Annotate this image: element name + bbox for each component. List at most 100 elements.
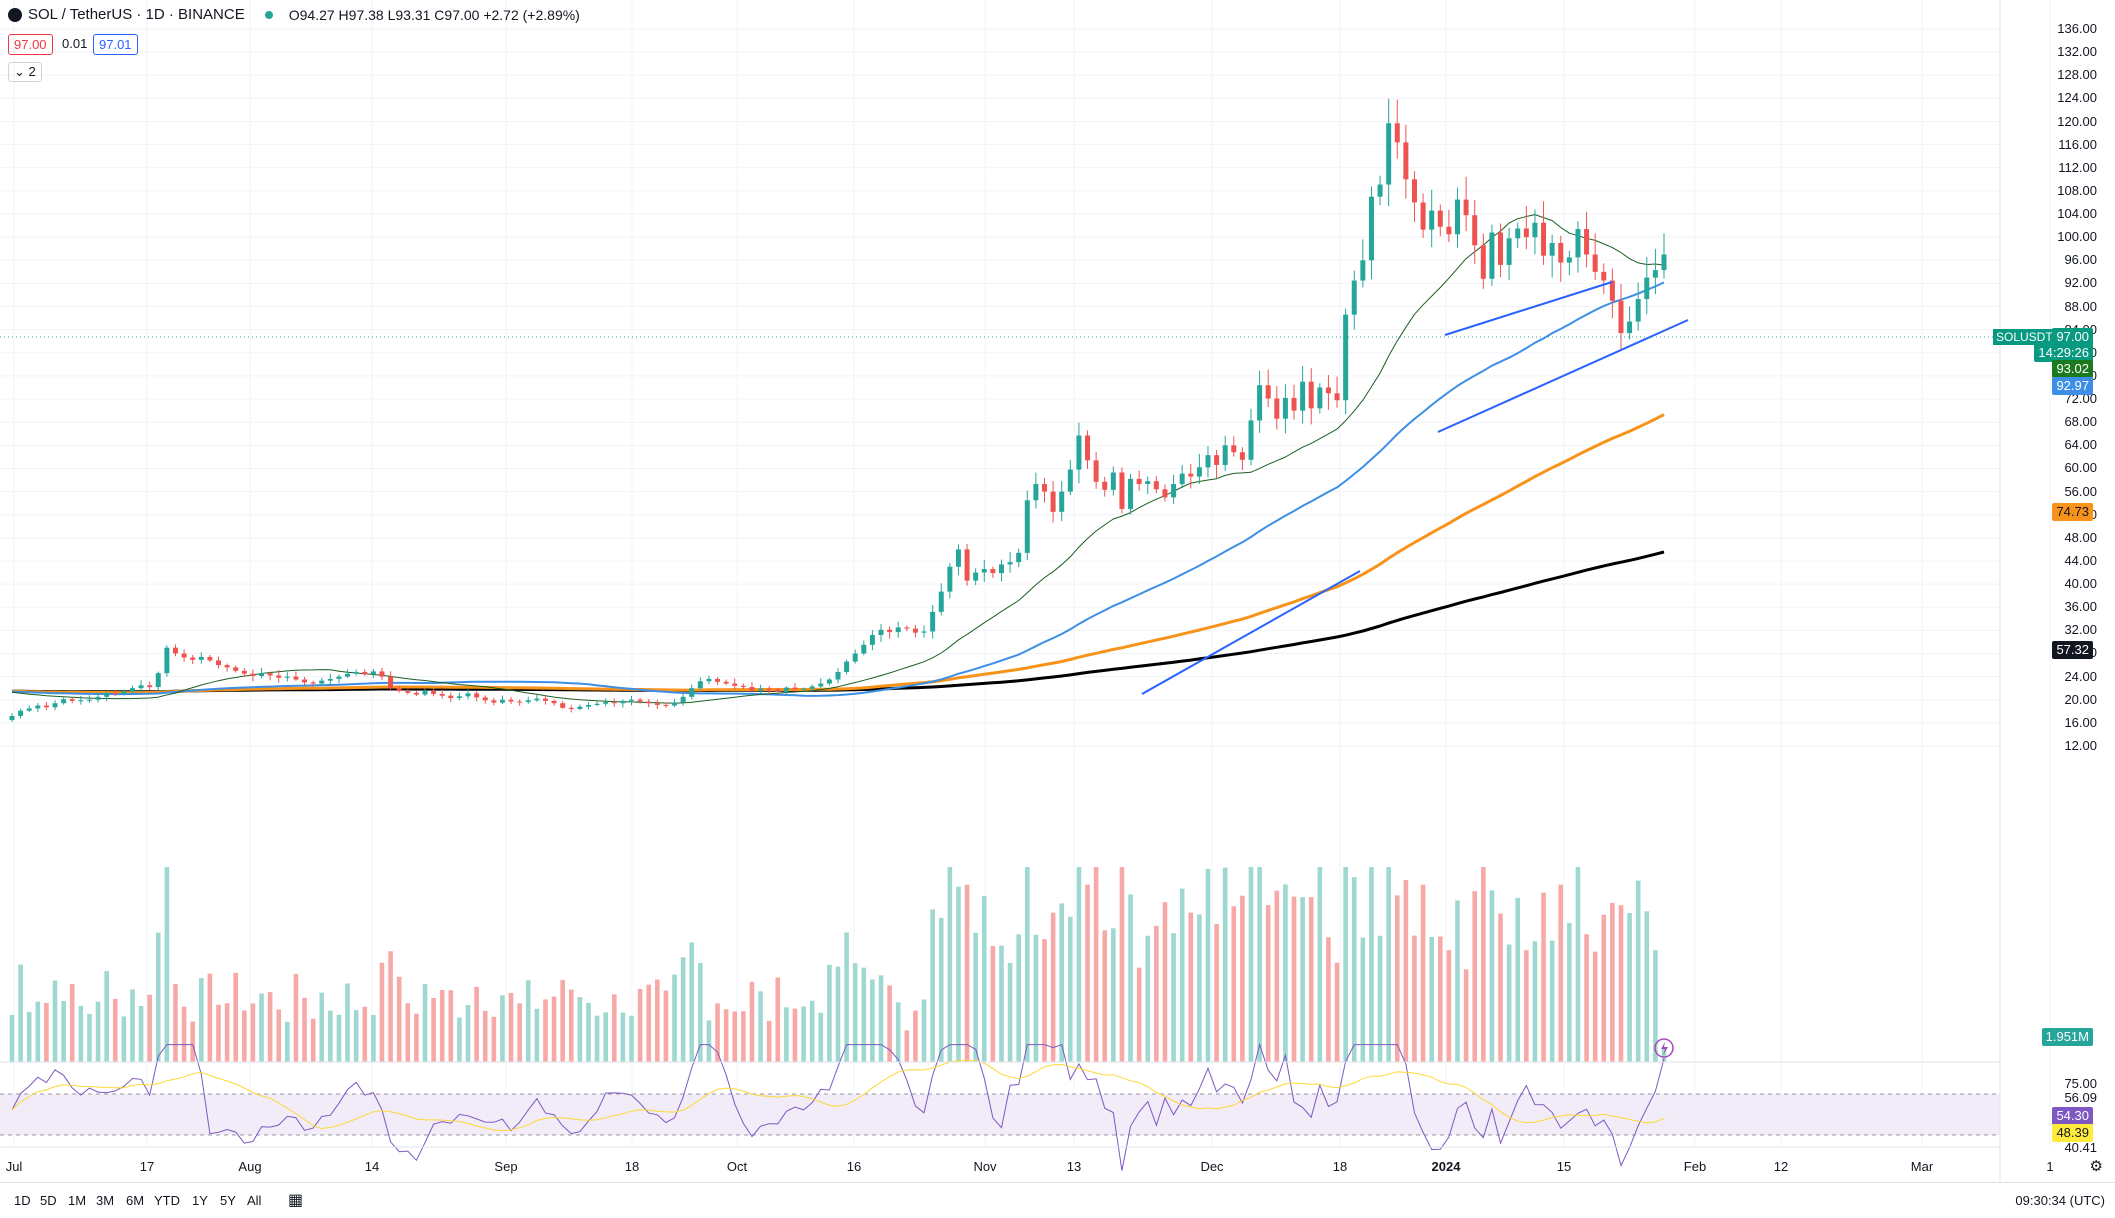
volume-bar xyxy=(1248,867,1254,1062)
timeframe-button[interactable]: 1D xyxy=(14,1193,31,1208)
candle-body xyxy=(1110,472,1116,490)
timeframe-button[interactable]: 1Y xyxy=(192,1193,208,1208)
candle-body xyxy=(852,653,858,662)
volume-bar xyxy=(1618,905,1624,1062)
candle-body xyxy=(560,703,566,708)
date-range-icon[interactable]: ▦ xyxy=(288,1192,304,1209)
timeframe-button[interactable]: 1M xyxy=(68,1193,87,1208)
volume-bar xyxy=(698,962,703,1062)
candle-body xyxy=(104,692,110,697)
volume-bar xyxy=(1412,935,1417,1062)
candle xyxy=(1627,306,1633,340)
volume-bar xyxy=(1274,890,1280,1062)
candle xyxy=(1110,466,1116,496)
candle xyxy=(534,694,540,702)
candle-body xyxy=(121,691,127,694)
candle xyxy=(672,698,678,708)
channel-lower-line xyxy=(1437,319,1689,433)
candle xyxy=(1360,239,1366,288)
trend-line-support xyxy=(1141,570,1361,695)
volume-bar xyxy=(1541,892,1546,1062)
volume-bar xyxy=(267,992,273,1062)
candle-body xyxy=(250,673,256,677)
candle-body xyxy=(1024,500,1030,553)
candle xyxy=(861,640,867,656)
candle xyxy=(1601,263,1607,295)
candle-body xyxy=(413,692,419,695)
sell-price-button[interactable]: 97.00 xyxy=(8,34,53,55)
candle xyxy=(164,645,170,677)
candle-body xyxy=(1480,245,1486,279)
timeframe-button[interactable]: 3M xyxy=(96,1193,115,1208)
candle-body xyxy=(1652,270,1658,278)
volume-bar xyxy=(371,1014,376,1062)
candle-body xyxy=(930,611,936,632)
volume-bar xyxy=(809,1000,815,1062)
symbol-title[interactable]: SOL / TetherUS · 1D · BINANCE xyxy=(28,6,245,23)
candle xyxy=(1050,481,1056,523)
symbol-price-tag: SOLUSDT xyxy=(1993,329,2056,345)
candle-body xyxy=(1506,238,1512,265)
indicators-toggle[interactable]: ⌄ 2 xyxy=(8,62,42,82)
candle-body xyxy=(981,569,987,573)
buy-price-button[interactable]: 97.01 xyxy=(93,34,138,55)
rsi-value-tag: 54.30 xyxy=(2052,1107,2093,1125)
ma-slow-tag: 92.97 xyxy=(2052,377,2093,395)
candle-body xyxy=(809,686,815,689)
candle xyxy=(826,678,832,686)
volume-bar xyxy=(362,1006,368,1062)
volume-bar xyxy=(198,978,204,1062)
volume-bar xyxy=(801,1006,806,1062)
candle-body xyxy=(792,687,798,690)
volume-bar xyxy=(1205,868,1211,1062)
volume-bar xyxy=(216,1004,221,1062)
volume-bar xyxy=(1429,936,1434,1062)
candle xyxy=(869,630,875,651)
candle xyxy=(577,704,583,711)
candle-body xyxy=(766,688,772,690)
candle xyxy=(1377,175,1383,206)
volume-bar xyxy=(1007,962,1013,1062)
candle-body xyxy=(1325,387,1331,394)
candle xyxy=(439,689,445,699)
candle xyxy=(766,685,772,694)
timeframe-button[interactable]: All xyxy=(247,1193,262,1208)
timeframe-button[interactable]: 6M xyxy=(126,1193,145,1208)
volume-bar xyxy=(1231,906,1237,1062)
candle xyxy=(1119,467,1125,514)
volume-bar xyxy=(766,1020,772,1062)
settings-gear-icon[interactable]: ⚙ xyxy=(2089,1158,2103,1175)
volume-tag: 1.951M xyxy=(2041,1028,2093,1046)
candle-body xyxy=(525,700,531,703)
volume-bar xyxy=(52,980,58,1062)
timeframe-button[interactable]: 5D xyxy=(40,1193,57,1208)
candle xyxy=(1128,473,1134,515)
price-axis-label: 132.00 xyxy=(2057,44,2097,60)
candle-body xyxy=(1093,460,1099,482)
volume-bar xyxy=(1481,867,1486,1062)
volume-bar xyxy=(672,974,677,1062)
volume-bar xyxy=(233,972,239,1062)
timeframe-button[interactable]: 5Y xyxy=(220,1193,236,1208)
candle xyxy=(792,682,798,694)
candle xyxy=(138,680,144,693)
utc-clock[interactable]: 09:30:34 (UTC) xyxy=(2015,1193,2105,1208)
candle xyxy=(207,654,213,662)
candle xyxy=(1196,453,1202,485)
candle-body xyxy=(336,676,342,679)
candle-body xyxy=(732,683,738,686)
rsi-pane xyxy=(0,1042,2000,1171)
volume-bar xyxy=(551,996,557,1062)
candle-body xyxy=(1196,467,1202,477)
candle xyxy=(1085,430,1091,469)
candle xyxy=(276,669,282,683)
candle xyxy=(345,669,351,679)
volume-bar xyxy=(35,1001,41,1062)
timeframe-button[interactable]: YTD xyxy=(154,1193,180,1208)
candle-body xyxy=(740,685,746,688)
volume-bar xyxy=(784,1007,789,1062)
volume-bar xyxy=(1291,896,1297,1062)
candle xyxy=(646,699,652,708)
candle-body xyxy=(758,688,764,691)
